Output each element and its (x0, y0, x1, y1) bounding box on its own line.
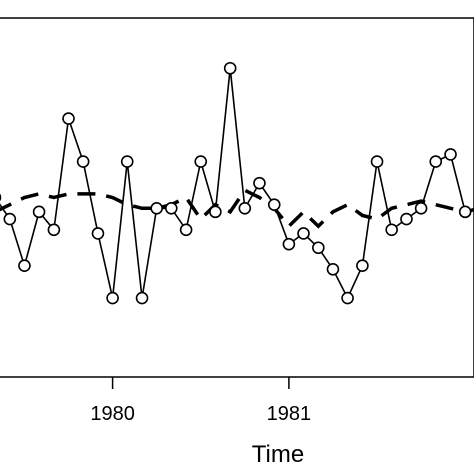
data-point-28 (400, 212, 413, 226)
x-axis-title: Time (252, 441, 304, 468)
data-point-32 (458, 205, 472, 219)
x-tick-label-0: 1980 (90, 403, 135, 425)
data-point-31 (444, 148, 457, 161)
data-point-10 (135, 291, 149, 305)
data-point-0 (0, 193, 2, 202)
data-point-16 (223, 61, 237, 75)
data-point-9 (120, 155, 134, 168)
data-point-11 (150, 201, 163, 215)
data-point-2 (18, 259, 31, 273)
data-point-13 (179, 223, 193, 237)
data-point-15 (209, 205, 222, 219)
data-point-7 (91, 227, 105, 240)
data-point-4 (47, 223, 61, 237)
data-point-27 (385, 223, 398, 237)
plot-frame (0, 17, 474, 378)
series-line-solid (0, 68, 474, 300)
data-point-22 (312, 241, 325, 255)
data-point-19 (267, 198, 281, 211)
series-line-dashed (0, 188, 474, 229)
data-point-6 (76, 155, 90, 168)
x-axis-ticks: 1980 1981 (90, 377, 311, 425)
solid-series-layer (0, 61, 474, 305)
data-point-29 (414, 201, 428, 215)
data-point-1 (3, 212, 17, 226)
data-point-23 (326, 262, 340, 276)
data-point-24 (341, 291, 354, 305)
data-point-14 (194, 155, 208, 168)
data-point-25 (356, 259, 369, 273)
data-point-26 (370, 155, 384, 168)
data-point-17 (238, 201, 252, 215)
data-point-12 (164, 201, 178, 215)
data-point-8 (106, 291, 119, 305)
data-point-3 (32, 205, 46, 219)
data-point-18 (253, 176, 266, 190)
data-point-20 (282, 237, 296, 251)
x-tick-label-1: 1981 (267, 403, 312, 425)
dashed-series-layer (0, 188, 474, 229)
data-point-5 (62, 112, 75, 125)
data-point-30 (429, 155, 443, 168)
data-point-21 (297, 227, 310, 240)
